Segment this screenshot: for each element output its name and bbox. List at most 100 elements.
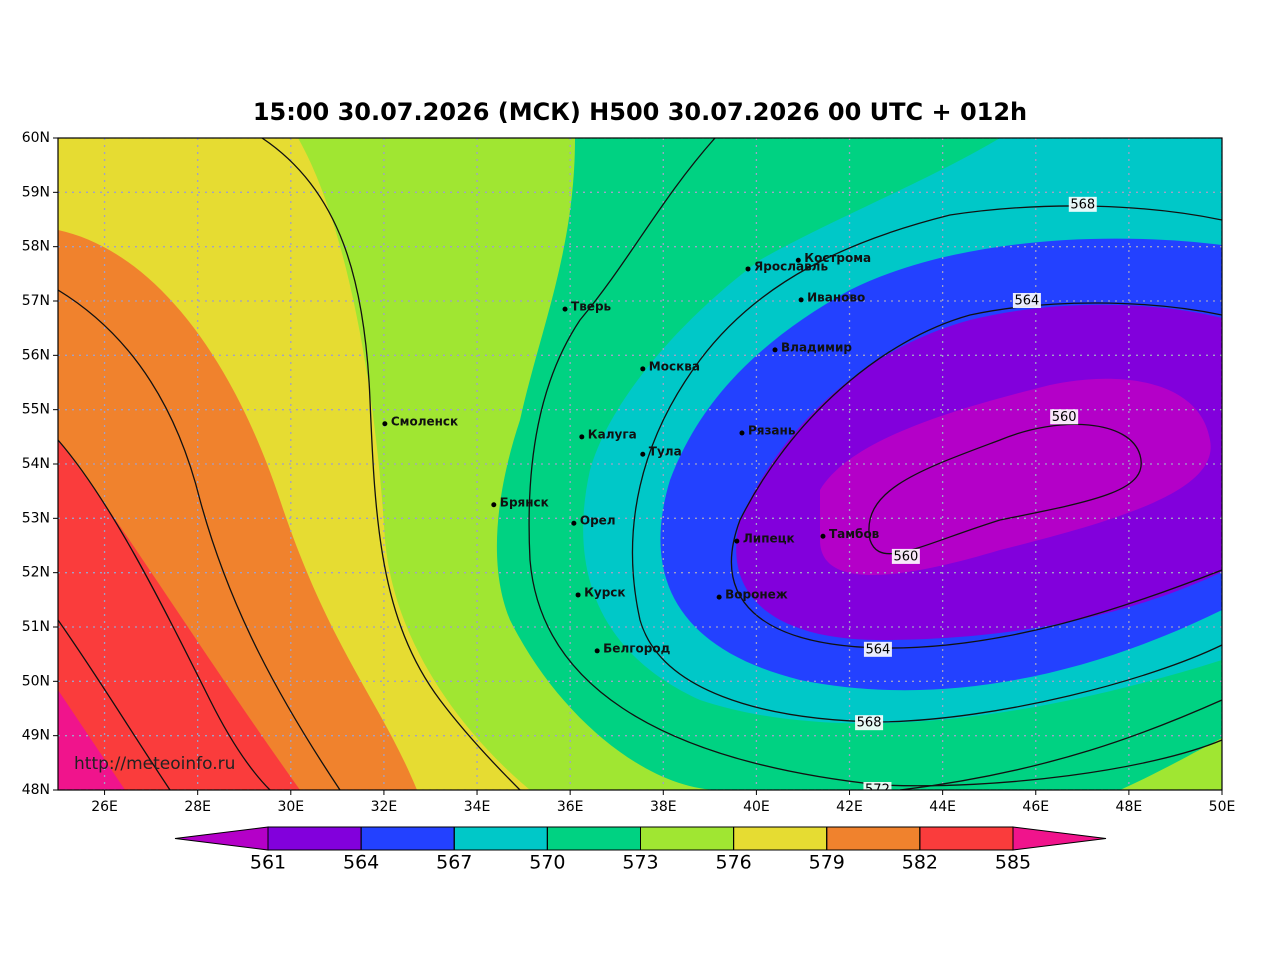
city-dot — [382, 421, 388, 427]
lat-tick-label: 54N — [22, 456, 50, 472]
axes: 26E 28E 30E 32E 34E 36E 38E 40E 42E 44E 46E 48E 50E 4… — [22, 130, 1236, 815]
city-label: Белгород — [603, 641, 670, 655]
city-dot — [734, 538, 740, 544]
colorbar-segment — [453, 826, 548, 851]
city-label: Воронеж — [725, 588, 788, 602]
contour-label-bg — [891, 548, 920, 564]
title: 15:00 30.07.2026 (МСК) H500 30.07.2026 0… — [253, 98, 1027, 126]
lon-tick-label: 48E — [1116, 799, 1143, 815]
city-dot — [820, 533, 826, 539]
band — [58, 690, 125, 790]
city-dot — [745, 266, 751, 272]
lat-tick-label: 59N — [22, 184, 50, 200]
colorbar-over — [1012, 826, 1107, 851]
contour-line — [899, 699, 1222, 790]
colorbar-segment — [919, 826, 1014, 851]
city-label: Рязань — [748, 424, 796, 438]
lon-tick-label: 46E — [1022, 799, 1049, 815]
contour-label-bg — [1050, 409, 1079, 425]
lon-tick-label: 28E — [184, 799, 211, 815]
city-dot — [772, 347, 778, 353]
contour-label: 564 — [866, 642, 891, 657]
contour-label: 572 — [865, 783, 890, 798]
city-label: Калуга — [588, 427, 637, 441]
city-label: Иваново — [807, 290, 865, 304]
city-dot — [716, 594, 722, 600]
colorbar-segment — [640, 826, 735, 851]
city-dot — [562, 306, 568, 312]
colorbar-tick-label: 582 — [902, 852, 938, 874]
band — [1120, 738, 1222, 790]
contour-label-bg — [855, 715, 884, 731]
contour-label-bg — [1068, 196, 1097, 212]
contour-label-bg — [1012, 293, 1041, 308]
lon-tick-label: 36E — [557, 799, 584, 815]
colorbar-tick-label: 570 — [529, 852, 565, 874]
city-dot — [640, 451, 646, 457]
lat-tick-label: 57N — [22, 293, 50, 309]
contour-label: 568 — [1070, 197, 1095, 212]
grid — [58, 138, 1222, 790]
city-dot — [594, 648, 600, 654]
colorbar-tick-label: 564 — [343, 852, 379, 874]
contour-label: 560 — [1052, 410, 1077, 425]
contour-line — [261, 138, 521, 790]
contour-line — [528, 138, 1222, 787]
lon-tick-label: 32E — [371, 799, 398, 815]
city-dot — [575, 592, 581, 598]
city-label: Владимир — [781, 340, 852, 354]
contour-label-bg — [863, 782, 892, 790]
lon-tick-label: 50E — [1209, 799, 1236, 815]
contour-line — [868, 423, 1142, 555]
lat-tick-label: 60N — [22, 130, 50, 146]
city-label: Ярославль — [754, 259, 828, 273]
lat-tick-label: 50N — [22, 673, 50, 689]
city-label: Тверь — [571, 300, 612, 314]
colorbar-tick-label: 573 — [622, 852, 658, 874]
lat-tick-label: 51N — [22, 619, 50, 635]
contour-label: 568 — [857, 716, 882, 731]
contour-label: 564 — [1014, 294, 1039, 309]
lon-tick-label: 40E — [743, 799, 770, 815]
colorbar-segment — [826, 826, 921, 851]
city-label: Москва — [649, 359, 700, 373]
city-label: Брянск — [500, 495, 549, 509]
colorbar-segment — [733, 826, 828, 851]
colorbar-tick-label: 576 — [715, 852, 751, 874]
city-label: Кострома — [804, 251, 871, 265]
colorbar-tick-label: 585 — [995, 852, 1031, 874]
city-label: Тамбов — [829, 527, 880, 541]
city-label: Смоленск — [391, 414, 458, 428]
lat-tick-label: 55N — [22, 402, 50, 418]
colorbar-under — [174, 826, 269, 851]
lat-tick-label: 58N — [22, 239, 50, 255]
lon-tick-label: 44E — [929, 799, 956, 815]
lon-tick-label: 26E — [91, 799, 118, 815]
contour-line — [58, 439, 271, 790]
lat-tick-label: 48N — [22, 782, 50, 798]
band — [820, 378, 1211, 575]
city-label: Тула — [649, 445, 682, 459]
colorbar-tick-label: 579 — [809, 852, 845, 874]
lon-tick-label: 34E — [464, 799, 491, 815]
contour-label: 560 — [893, 549, 918, 564]
lon-tick-label: 38E — [650, 799, 677, 815]
contour-label-bg — [863, 641, 892, 657]
watermark: http://meteoinfo.ru — [74, 754, 235, 774]
colorbar-segment — [267, 826, 362, 851]
lat-tick-label: 53N — [22, 510, 50, 526]
city-label: Орел — [580, 514, 616, 528]
lon-tick-label: 30E — [277, 799, 304, 815]
city-label: Курск — [584, 585, 625, 599]
contour-line — [58, 289, 341, 790]
lat-tick-label: 56N — [22, 347, 50, 363]
lat-tick-label: 52N — [22, 565, 50, 581]
lat-tick-label: 49N — [22, 728, 50, 744]
contour-line — [58, 619, 171, 790]
colorbar: 561 564 567 570 573 576 579 582 585 — [174, 826, 1107, 874]
city-dot — [739, 430, 745, 436]
city-dot — [795, 257, 801, 263]
